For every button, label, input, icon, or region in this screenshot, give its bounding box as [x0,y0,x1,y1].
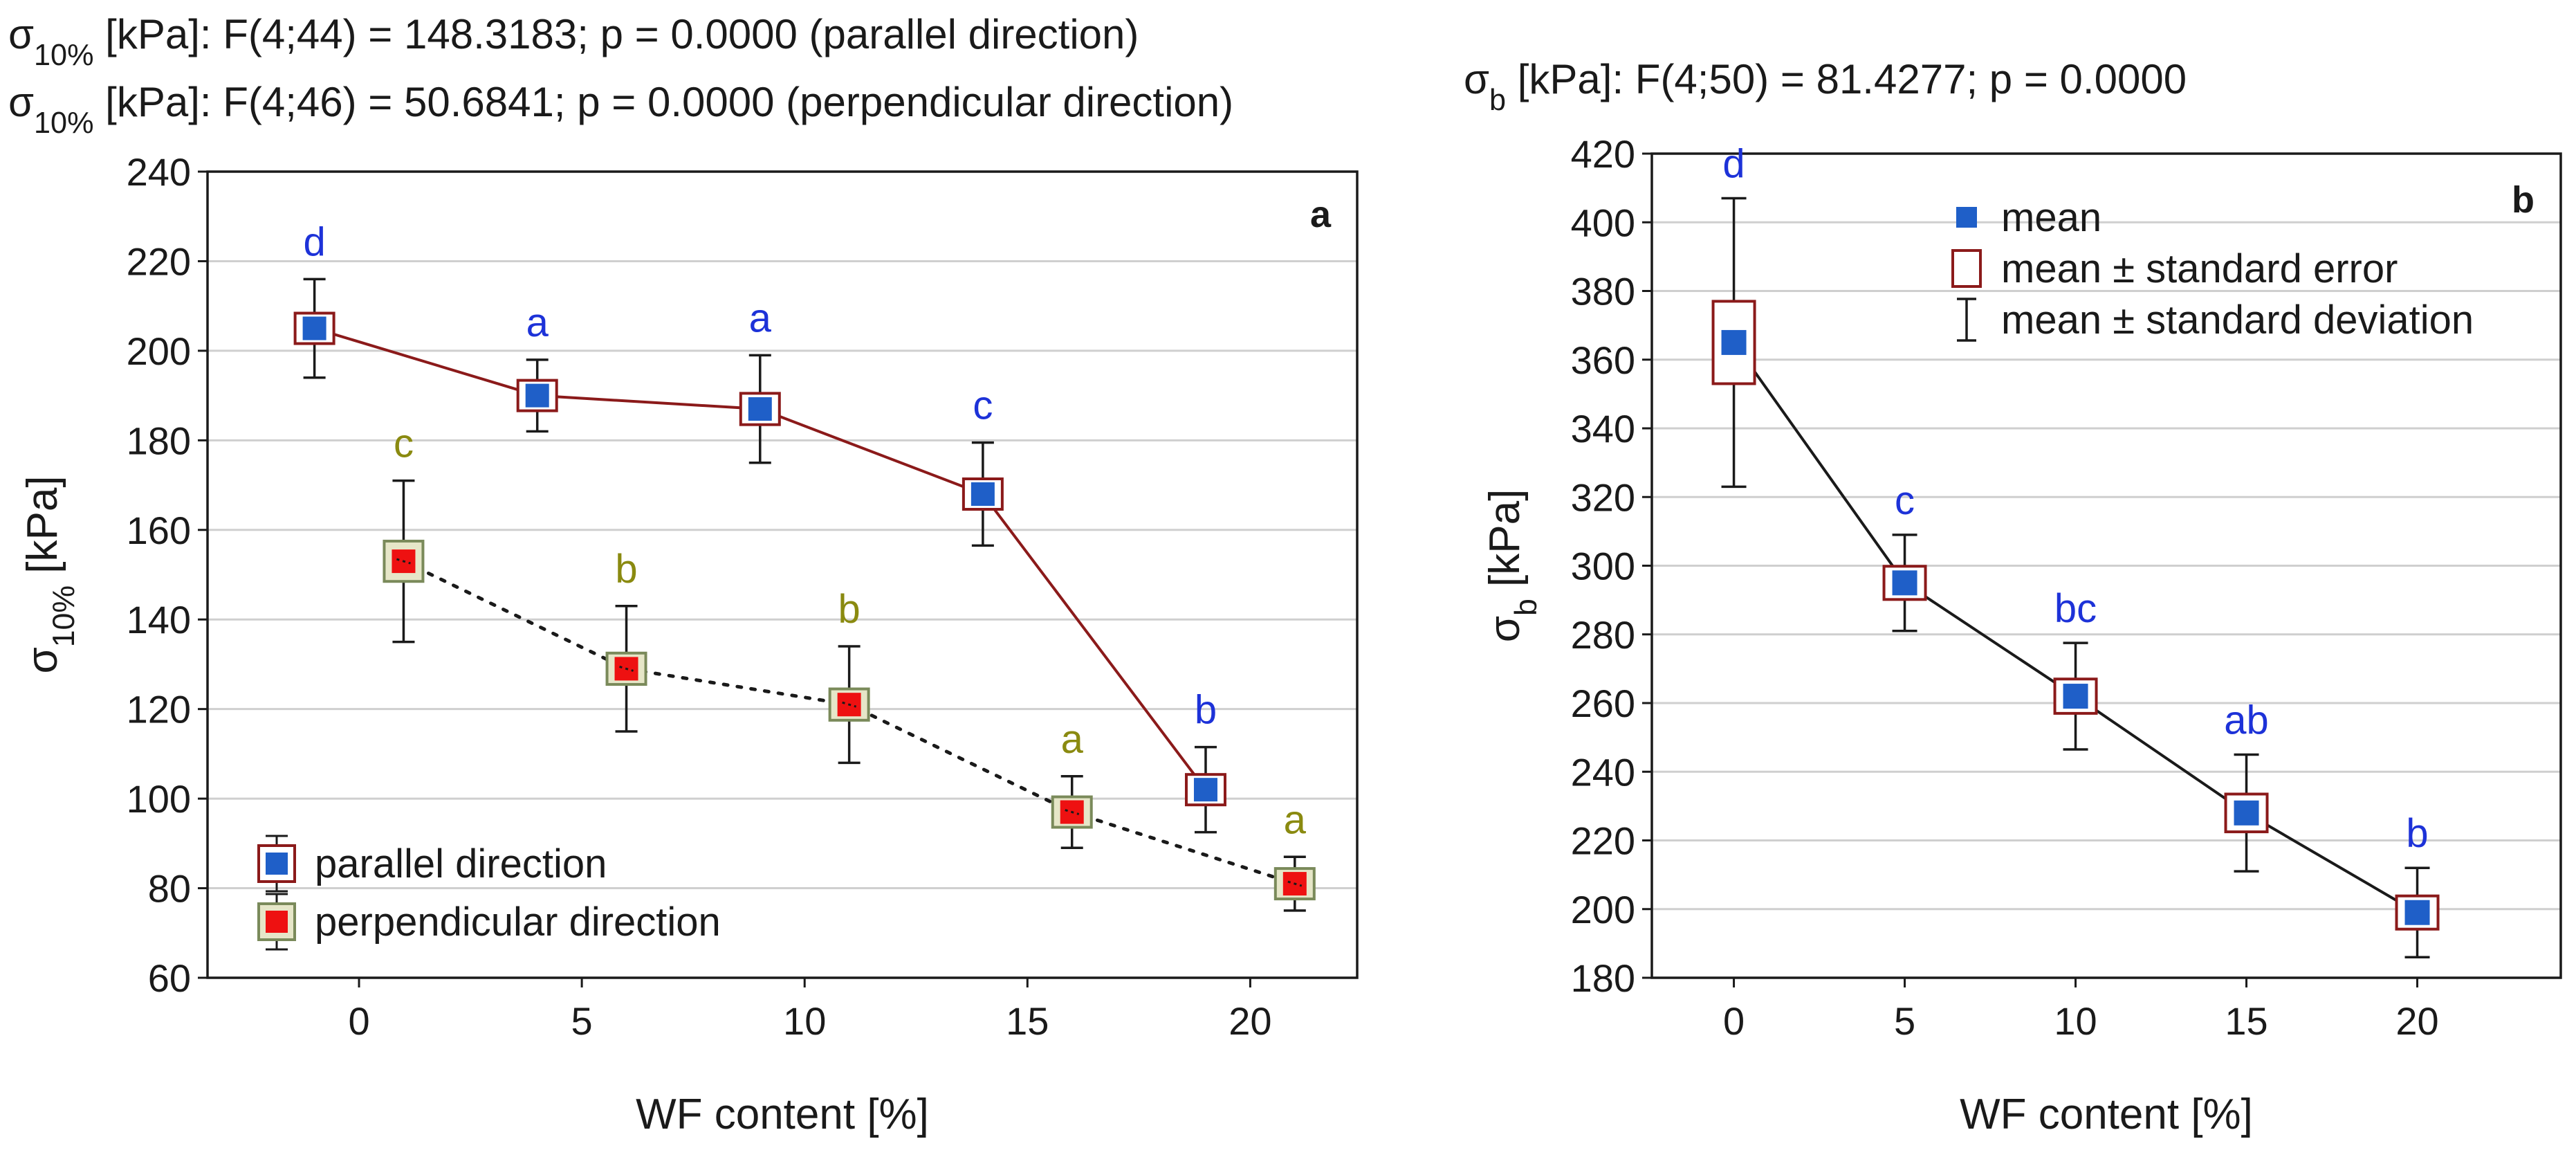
y-tick-label: 360 [1571,338,1635,382]
y-tick-label: 220 [127,239,191,283]
header-stat-line-2: σ10% [kPa]: F(4;46) = 50.6841; p = 0.000… [8,79,1233,140]
x-tick-label: 10 [783,999,826,1043]
series-parallel-direction: d a a c b [293,219,1226,834]
y-tick-label: 100 [127,777,191,821]
group-letter: c [394,421,414,466]
x-tick-label: 20 [2395,999,2438,1043]
group-letter: c [973,383,993,428]
plot-frame [206,170,1359,979]
y-tick-label: 200 [1571,888,1635,931]
x-tick-label: 0 [1723,999,1745,1043]
x-tick-label: 15 [1006,999,1049,1043]
group-letter: a [526,300,549,345]
mean-marker [748,397,772,421]
group-letter: d [1722,142,1745,187]
y-tick-label: 80 [148,867,191,911]
panel-a: σ10% [kPa]: F(4;44) = 148.3183; p = 0.00… [8,11,1359,1138]
series-line-segment [619,665,634,672]
legend-marker [266,911,288,933]
y-tick-label: 200 [127,329,191,373]
mean-marker [2063,684,2088,709]
legend-item-2: mean ± standard error [1951,246,2398,291]
panel-label: a [1310,194,1332,235]
y-tick-label: 300 [1571,545,1635,588]
group-letter: b [2406,811,2428,856]
x-tick-label: 10 [2054,999,2097,1043]
header-stat-line-1: σb [kPa]: F(4;50) = 81.4277; p = 0.0000 [1464,56,2187,117]
group-letter: c [1895,478,1915,523]
group-letter: a [1284,797,1307,842]
group-letter: d [303,219,325,264]
legend-item-1: mean [1956,195,2101,240]
y-tick-label: 220 [1571,819,1635,863]
y-tick-label: 160 [127,509,191,552]
y-tick-label: 400 [1571,201,1635,244]
header-stat-line-1: σ10% [kPa]: F(4;44) = 148.3183; p = 0.00… [8,11,1139,72]
y-tick-label: 240 [1571,750,1635,794]
x-tick-label: 15 [2225,999,2267,1043]
legend: mean mean ± standard error mean ± standard… [1951,195,2474,343]
legend-label: parallel direction [315,841,607,886]
legend-item-3: mean ± standard deviation [1957,298,2474,343]
legend-item-parallel-direction: parallel direction [257,835,607,893]
legend-se-box [257,844,296,883]
mean-marker [2234,800,2259,826]
panel-label: b [2512,179,2534,221]
y-axis-label: σb [kPa] [1481,489,1543,643]
group-letter: a [1061,717,1084,762]
legend-se-box [1951,249,1982,288]
mean-marker [525,383,549,408]
y-tick-label: 140 [127,598,191,641]
group-letter: b [838,587,860,632]
series-mean: d c bc ab b [1711,142,2440,958]
y-axis-label: σ10% [kPa] [19,475,81,673]
group-letter: a [749,295,772,340]
y-tick-label: 260 [1571,682,1635,725]
group-letter: b [615,547,637,592]
mean-marker [2404,900,2430,925]
y-tick-label: 340 [1571,407,1635,450]
legend-label: mean ± standard error [2001,246,2398,291]
y-tick-label: 180 [1571,956,1635,1000]
group-letter: ab [2224,698,2269,743]
x-tick-label: 20 [1229,999,1271,1043]
group-letter: bc [2054,586,2097,631]
legend-label: mean ± standard deviation [2001,298,2474,343]
legend-marker [266,853,288,875]
mean-marker [1721,329,1747,355]
mean-marker [1892,570,1917,596]
mean-marker [302,316,326,340]
series-line-segment [396,558,411,565]
legend-label: mean [2001,195,2101,240]
group-letter: b [1195,688,1217,733]
y-tick-label: 240 [127,150,191,194]
legend-mean-marker [1956,207,1977,228]
y-tick-label: 180 [127,419,191,462]
plot-frame [1650,152,2562,979]
y-tick-label: 420 [1571,132,1635,176]
x-tick-label: 0 [348,999,369,1043]
legend-item-perpendicular-direction: perpendicular direction [257,893,721,951]
series-line-segment [842,701,857,708]
y-tick-label: 60 [148,956,191,1000]
y-tick-label: 120 [127,688,191,731]
y-tick-label: 280 [1571,613,1635,657]
legend: parallel direction perpendicular directio… [257,835,721,951]
x-axis-label: WF content [%] [1960,1091,2253,1138]
series-line-segment [1065,809,1080,815]
y-tick-label: 320 [1571,475,1635,519]
x-tick-label: 5 [571,999,593,1043]
panel-b: σb [kPa]: F(4;50) = 81.4277; p = 0.0000 1… [1464,56,2562,1138]
series-line-segment [1287,880,1303,887]
y-tick-label: 380 [1571,270,1635,313]
mean-marker [970,482,995,506]
series-perpendicular-direction: c b b a a [383,421,1316,912]
x-axis-label: WF content [%] [636,1091,929,1138]
x-tick-label: 5 [1894,999,1915,1043]
legend-label: perpendicular direction [315,900,721,945]
mean-marker [1193,778,1217,802]
